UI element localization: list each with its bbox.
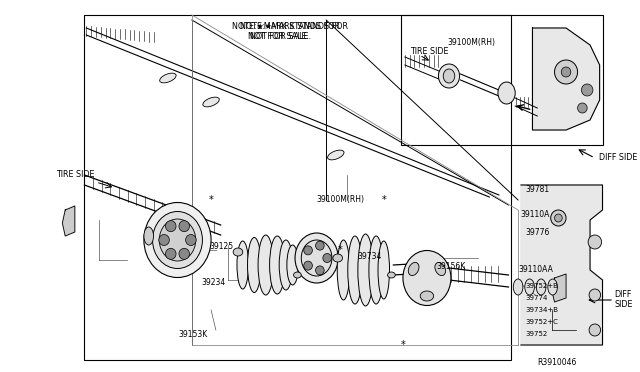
Polygon shape (532, 28, 600, 130)
Ellipse shape (301, 240, 332, 276)
Ellipse shape (287, 245, 298, 285)
Circle shape (304, 246, 312, 255)
Ellipse shape (144, 202, 211, 278)
Ellipse shape (233, 248, 243, 256)
Text: 39125: 39125 (209, 242, 233, 251)
Text: NOT FOR SALE.: NOT FOR SALE. (238, 32, 309, 41)
Text: 39110A: 39110A (520, 210, 549, 219)
Text: 39234: 39234 (202, 278, 226, 287)
Text: NOTE:★MARK STANDS FOR: NOTE:★MARK STANDS FOR (232, 22, 340, 31)
Ellipse shape (144, 227, 154, 245)
Circle shape (588, 235, 602, 249)
Bar (84, 15, 511, 360)
Circle shape (166, 248, 176, 259)
Circle shape (554, 60, 577, 84)
Text: 39734: 39734 (358, 252, 382, 261)
Ellipse shape (498, 82, 515, 104)
Text: 39774: 39774 (525, 295, 548, 301)
Polygon shape (62, 206, 75, 236)
Circle shape (577, 103, 587, 113)
Circle shape (554, 214, 562, 222)
Ellipse shape (348, 236, 362, 304)
Ellipse shape (295, 233, 338, 283)
Text: 39752+B: 39752+B (525, 283, 559, 289)
Circle shape (581, 84, 593, 96)
Text: DIFF
SIDE: DIFF SIDE (614, 290, 632, 310)
Text: 39156K: 39156K (436, 262, 466, 271)
Text: 39100M(RH): 39100M(RH) (317, 195, 365, 204)
Text: 39734+B: 39734+B (525, 307, 559, 313)
Text: R3910046: R3910046 (537, 358, 577, 367)
Ellipse shape (358, 234, 373, 306)
Circle shape (316, 241, 324, 250)
Text: 39110AA: 39110AA (518, 265, 553, 274)
Ellipse shape (388, 272, 396, 278)
Ellipse shape (438, 64, 460, 88)
Bar (401, 15, 602, 145)
Text: *: * (209, 195, 214, 205)
Circle shape (166, 221, 176, 232)
Ellipse shape (328, 150, 344, 160)
Ellipse shape (269, 236, 285, 294)
Text: 39776: 39776 (525, 228, 550, 237)
Text: 39752: 39752 (525, 331, 548, 337)
Circle shape (179, 248, 189, 259)
Text: *: * (381, 195, 386, 205)
Ellipse shape (152, 212, 202, 269)
Ellipse shape (435, 262, 445, 276)
Polygon shape (552, 274, 566, 302)
Ellipse shape (159, 73, 176, 83)
Circle shape (589, 324, 600, 336)
Ellipse shape (237, 241, 248, 289)
Text: TIRE SIDE: TIRE SIDE (410, 47, 448, 56)
Text: *: * (401, 340, 405, 350)
Circle shape (304, 261, 312, 270)
Ellipse shape (403, 250, 451, 305)
Ellipse shape (378, 241, 390, 299)
Ellipse shape (248, 237, 261, 292)
Text: 39781: 39781 (525, 185, 550, 194)
Circle shape (179, 221, 189, 232)
Circle shape (316, 266, 324, 275)
Circle shape (323, 253, 332, 263)
Ellipse shape (536, 279, 546, 295)
Polygon shape (521, 185, 602, 345)
Text: 39752+C: 39752+C (525, 319, 559, 325)
Circle shape (561, 67, 571, 77)
Circle shape (186, 234, 196, 246)
Ellipse shape (258, 235, 273, 295)
Circle shape (550, 210, 566, 226)
Text: NOTE:★MARK STANDS FOR: NOTE:★MARK STANDS FOR (240, 22, 348, 31)
Ellipse shape (420, 291, 434, 301)
Text: *: * (338, 245, 343, 255)
Ellipse shape (333, 254, 342, 262)
Ellipse shape (548, 279, 557, 295)
Ellipse shape (513, 279, 523, 295)
Ellipse shape (444, 69, 455, 83)
Ellipse shape (369, 236, 383, 304)
Ellipse shape (337, 240, 349, 300)
Ellipse shape (159, 219, 196, 261)
Text: DIFF SIDE: DIFF SIDE (598, 153, 637, 162)
Circle shape (589, 289, 600, 301)
Circle shape (159, 234, 170, 246)
Text: NOT FOR SALE.: NOT FOR SALE. (240, 32, 311, 41)
Ellipse shape (279, 240, 292, 290)
Ellipse shape (525, 279, 534, 295)
Text: TIRE SIDE: TIRE SIDE (56, 170, 94, 179)
Ellipse shape (203, 97, 220, 107)
Text: 39153K: 39153K (179, 330, 208, 339)
Ellipse shape (408, 262, 419, 276)
Text: 39100M(RH): 39100M(RH) (447, 38, 495, 47)
Ellipse shape (294, 272, 301, 278)
